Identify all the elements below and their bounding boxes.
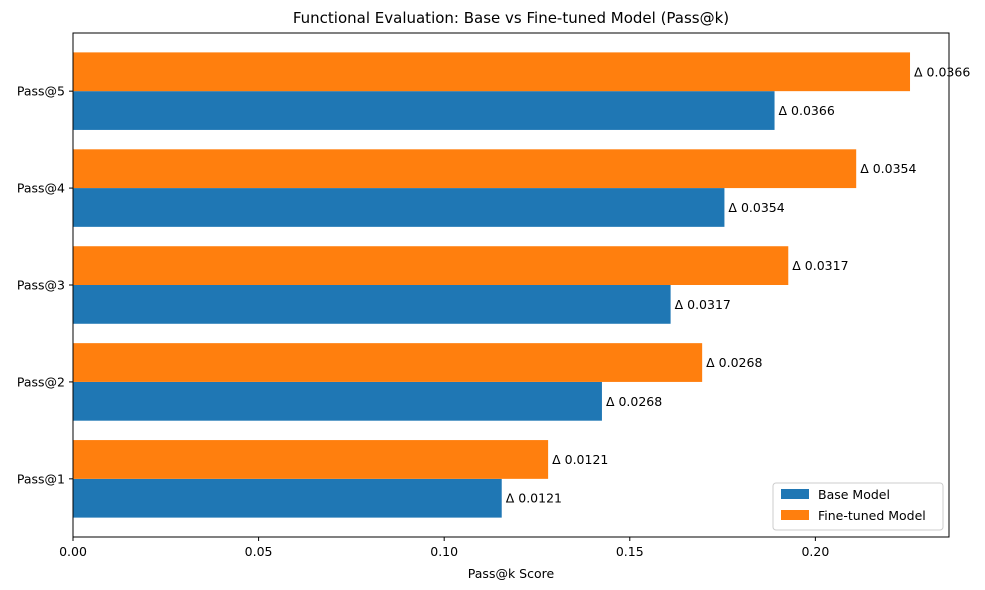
x-tick-label-0: 0.00 [59, 544, 87, 559]
data-label-fine-tuned-model-pass-2: Δ 0.0268 [706, 355, 762, 370]
bar-fine-tuned-model-pass-5 [73, 52, 911, 92]
x-axis: 0.00 0.05 0.10 0.15 0.20 [59, 537, 829, 559]
data-label-base-model-pass-4: Δ 0.0354 [728, 200, 784, 215]
chart-title: Functional Evaluation: Base vs Fine-tune… [293, 9, 729, 27]
x-tick-label-2: 0.10 [430, 544, 458, 559]
bar-group [73, 52, 911, 518]
bar-base-model-pass-2 [73, 381, 602, 421]
bar-fine-tuned-model-pass-2 [73, 343, 703, 382]
y-tick-label-pass-2: Pass@2 [17, 374, 65, 389]
bar-base-model-pass-3 [73, 285, 671, 324]
x-axis-label: Pass@k Score [468, 566, 555, 581]
x-tick-label-1: 0.05 [245, 544, 273, 559]
data-label-base-model-pass-2: Δ 0.0268 [606, 394, 662, 409]
legend: Base Model Fine-tuned Model [772, 482, 944, 531]
data-label-fine-tuned-model-pass-3: Δ 0.0317 [792, 258, 848, 273]
x-tick-label-3: 0.15 [616, 544, 644, 559]
legend-label-finetuned: Fine-tuned Model [818, 508, 926, 523]
legend-box [772, 482, 944, 531]
data-label-base-model-pass-5: Δ 0.0366 [779, 103, 835, 118]
legend-swatch-finetuned [781, 510, 809, 520]
y-tick-label-pass-4: Pass@4 [17, 181, 65, 196]
y-tick-label-pass-3: Pass@3 [17, 278, 65, 293]
data-label-base-model-pass-3: Δ 0.0317 [675, 297, 731, 312]
legend-label-base: Base Model [818, 487, 890, 502]
bar-base-model-pass-5 [73, 91, 775, 130]
y-tick-label-pass-1: Pass@1 [17, 471, 65, 486]
data-label-base-model-pass-1: Δ 0.0121 [506, 491, 562, 506]
bar-fine-tuned-model-pass-3 [73, 246, 789, 285]
legend-swatch-base [781, 489, 809, 499]
data-label-fine-tuned-model-pass-1: Δ 0.0121 [552, 452, 608, 467]
data-label-group: Δ 0.0121 Δ 0.0268 Δ 0.0317 Δ 0.0354 Δ 0.0366… [506, 64, 971, 505]
y-axis: Pass@1 Pass@2 Pass@3 Pass@4 Pass@5 [17, 84, 73, 486]
bar-base-model-pass-1 [73, 478, 502, 518]
x-tick-label-4: 0.20 [801, 544, 829, 559]
data-label-fine-tuned-model-pass-5: Δ 0.0366 [914, 64, 970, 79]
data-label-fine-tuned-model-pass-4: Δ 0.0354 [860, 161, 916, 176]
y-tick-label-pass-5: Pass@5 [17, 84, 65, 99]
bar-fine-tuned-model-pass-1 [73, 440, 549, 479]
bar-base-model-pass-4 [73, 188, 725, 227]
bar-fine-tuned-model-pass-4 [73, 149, 857, 189]
